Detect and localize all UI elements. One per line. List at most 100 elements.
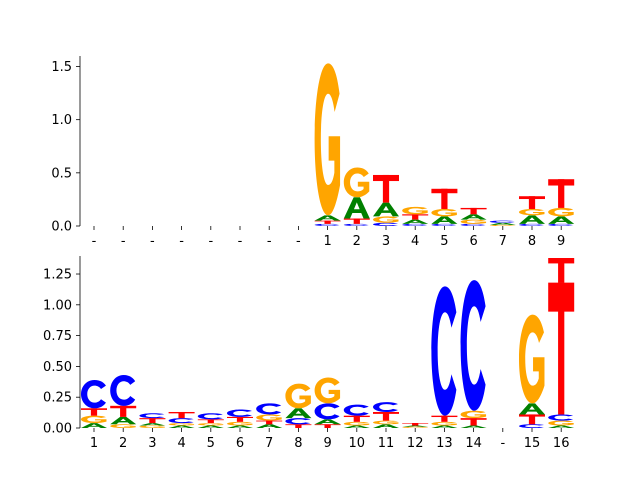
- logo-letter-A: [460, 214, 487, 220]
- logo-letter-G: [519, 314, 545, 404]
- x-tick-label: 12: [407, 436, 424, 451]
- x-tick-label: 11: [378, 436, 395, 451]
- y-tick-label: 1.25: [43, 268, 72, 283]
- logo-letter-A: [314, 215, 341, 221]
- logo-letter-C: [256, 403, 282, 415]
- logo-letter-C: [519, 223, 544, 226]
- logo-letter-T: [402, 214, 429, 220]
- logo-letter-T: [548, 179, 575, 208]
- x-tick-label: -: [500, 436, 505, 451]
- x-tick-label: 14: [465, 436, 482, 451]
- logo-letter-A: [548, 425, 575, 428]
- logo-letter-T: [227, 416, 253, 422]
- logo-letter-A: [81, 423, 107, 428]
- x-tick-label: 15: [524, 436, 541, 451]
- logo-letter-G: [197, 423, 224, 426]
- y-tick-label: 0.5: [51, 166, 72, 181]
- logo-panel-2: 0.000.250.500.751.001.251 2 3 4 5 6 7 8 9 10 11 12 1…: [43, 256, 575, 451]
- logo-letter-C: [402, 223, 428, 226]
- x-tick-label: 3: [382, 234, 390, 249]
- logo-letter-T: [548, 258, 575, 283]
- logo-letter-C: [431, 223, 457, 226]
- y-tick-label: 0.0: [51, 220, 72, 235]
- logo-letter-C: [110, 375, 136, 406]
- logo-letter-G: [373, 216, 399, 223]
- x-tick-label: 8: [528, 234, 536, 249]
- logo-letter-C: [197, 413, 223, 420]
- logo-letter-T: [460, 207, 487, 215]
- logo-letter-C: [168, 418, 194, 424]
- logo-letter-G: [548, 207, 574, 217]
- logo-letter-G: [285, 383, 311, 409]
- logo-letter-A: [139, 423, 166, 426]
- logo-letter-A: [256, 424, 283, 428]
- logo-letter-T: [460, 418, 487, 426]
- logo-letter-T: [314, 220, 341, 224]
- logo-letter-C: [81, 379, 106, 409]
- logo-letter-T: [314, 424, 341, 428]
- logo-letter-G: [139, 425, 165, 428]
- logo-letter-A: [168, 425, 195, 428]
- logo-letter-C: [343, 223, 369, 226]
- x-tick-label: 10: [349, 436, 366, 451]
- logo-letter-G: [256, 414, 282, 421]
- logo-letter-A: [373, 202, 399, 217]
- logo-letter-G: [489, 224, 516, 226]
- logo-panel-1: 0.0 0.5 1.0 1.5 - - - - - - - - 1 2 3 4 5 6 7 8 9: [51, 56, 575, 249]
- x-tick-label: 16: [553, 436, 570, 451]
- x-tick-label: 9: [557, 234, 565, 249]
- logo-letter-C: [139, 413, 165, 419]
- x-tick-label: -: [92, 234, 97, 249]
- y-tick-label: 1.00: [43, 298, 72, 313]
- logo-letter-G: [460, 410, 487, 419]
- logo-letter-A: [519, 215, 545, 224]
- logo-letter-A: [402, 219, 429, 224]
- x-tick-label: 2: [119, 436, 127, 451]
- logo-letter-A: [343, 197, 370, 219]
- x-tick-label: 13: [436, 436, 453, 451]
- logo-letter-T: [343, 218, 370, 224]
- x-tick-label: -: [296, 234, 301, 249]
- logo-letter-T: [197, 419, 224, 424]
- x-tick-label: 6: [469, 234, 477, 249]
- x-tick-label: 9: [323, 436, 331, 451]
- logo-letter-A: [431, 425, 458, 428]
- logo-letter-T: [373, 411, 399, 421]
- x-tick-label: -: [121, 234, 126, 249]
- logo-letter-T: [110, 405, 137, 417]
- logo-letter-G: [314, 377, 341, 404]
- logo-letter-A: [227, 425, 253, 428]
- logo-letter-C: [460, 223, 486, 226]
- logo-letter-T: [431, 188, 458, 209]
- x-tick-label: 7: [499, 234, 507, 249]
- logo-letter-T: [139, 418, 166, 424]
- logo-letter-C: [285, 418, 311, 425]
- logo-letter-T: [285, 424, 312, 428]
- logo-letter-C: [373, 402, 398, 412]
- logo-letter-C: [343, 404, 369, 416]
- logo-letter-G: [314, 63, 341, 216]
- y-tick-label: 0.00: [43, 422, 72, 437]
- logo-letter-C: [519, 424, 544, 428]
- logo-letter-C: [314, 223, 340, 226]
- logo-letter-A: [373, 424, 399, 428]
- logo-letter-G: [431, 421, 457, 426]
- logo-letter-T: [402, 423, 429, 426]
- logo-letter-A: [460, 425, 487, 428]
- logo-letter-G: [110, 424, 136, 428]
- logo-letter-T: [256, 420, 283, 425]
- logo-letter-T: [343, 415, 370, 422]
- logo-letter-C: [489, 220, 515, 223]
- y-tick-label: 0.25: [43, 391, 72, 406]
- logo-letter-G: [373, 420, 399, 425]
- logo-letter-G: [431, 208, 457, 217]
- logo-letter-G: [519, 208, 545, 216]
- logo-letter-A: [197, 425, 224, 428]
- logo-letter-T: [168, 411, 195, 419]
- x-tick-label: 8: [294, 436, 302, 451]
- x-tick-label: 4: [411, 234, 419, 249]
- y-tick-label: 0.50: [43, 360, 72, 375]
- logo-letter-A: [314, 419, 341, 425]
- logo-letter-C: [373, 222, 398, 226]
